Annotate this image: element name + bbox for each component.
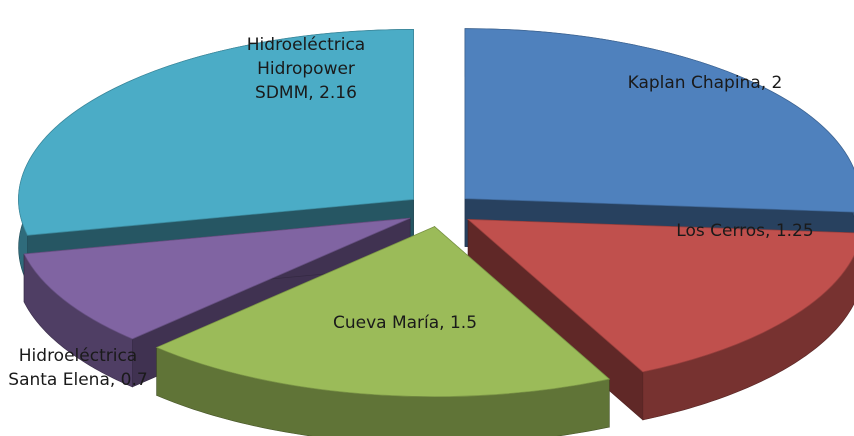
slice-label-line: Hidropower	[257, 59, 355, 79]
slice-label-line: Hidroeléctrica	[247, 35, 365, 55]
slice-hidroelectrica-santa-elena-top	[23, 217, 411, 340]
slice-cueva-maria	[155, 225, 611, 436]
slice-label-los-cerros: Los Cerros, 1.25	[676, 221, 813, 241]
slice-label-line: Los Cerros, 1.25	[676, 221, 813, 241]
slice-kaplan-chapina-top	[464, 28, 854, 213]
slice-cueva-maria-top	[155, 226, 611, 398]
slice-label-line: SDMM, 2.16	[255, 83, 357, 103]
slice-label-line: Cueva María, 1.5	[333, 313, 477, 333]
slice-label-kaplan-chapina: Kaplan Chapina, 2	[628, 73, 783, 93]
slice-los-cerros-top	[467, 219, 854, 373]
slice-label-line: Hidroeléctrica	[19, 346, 137, 366]
slice-label-line: Kaplan Chapina, 2	[628, 73, 783, 93]
slice-label-line: Santa Elena, 0.7	[8, 370, 147, 390]
slice-hidroelectrica-hidropower-sdmm-top	[18, 29, 414, 236]
slice-label-hidroelectrica-hidropower-sdmm: Hidroeléctrica Hidropower SDMM, 2.16	[247, 35, 365, 103]
slice-label-cueva-maria: Cueva María, 1.5	[333, 313, 477, 333]
slice-label-hidroelectrica-santa-elena: Hidroeléctrica Santa Elena, 0.7	[8, 346, 147, 390]
